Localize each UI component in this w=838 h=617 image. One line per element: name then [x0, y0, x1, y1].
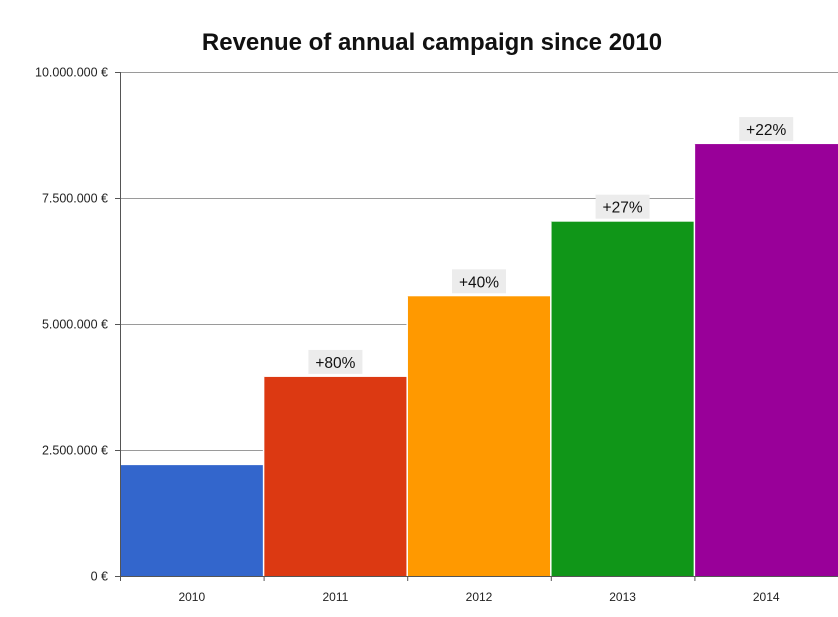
x-category-label: 2012 [466, 590, 493, 604]
annotation-background [595, 194, 650, 219]
growth-annotations: +80% +40% +27% +22% [308, 117, 794, 374]
y-tick-label: 10.000.000 € [35, 66, 108, 80]
growth-annotation: +40% [459, 274, 499, 291]
x-category-label: 2014 [753, 590, 780, 604]
annotation-background [739, 117, 794, 142]
annotation-background [452, 269, 506, 294]
axes: 0 € 2.500.000 € 5.000.000 € 7.500.000 € 10.0… [35, 66, 838, 604]
bar-2013 [550, 221, 695, 577]
growth-annotation: +80% [315, 355, 355, 372]
y-tick-label: 2.500.000 € [42, 444, 108, 458]
growth-annotation: +27% [603, 200, 643, 217]
bar-2010 [120, 465, 264, 576]
y-tick-label: 5.000.000 € [42, 318, 108, 332]
bar-2014 [694, 144, 838, 576]
chart-title: Revenue of annual campaign since 2010 [202, 29, 662, 56]
bar-2011 [263, 376, 408, 576]
bars [120, 144, 838, 577]
x-category-label: 2011 [322, 590, 348, 604]
bar-2012 [407, 296, 551, 576]
y-tick-label: 0 € [91, 570, 108, 584]
growth-annotation: +22% [746, 122, 786, 139]
x-category-label: 2010 [178, 590, 205, 604]
annotation-background [308, 349, 363, 374]
y-tick-label: 7.500.000 € [42, 192, 108, 206]
x-category-label: 2013 [609, 590, 636, 604]
